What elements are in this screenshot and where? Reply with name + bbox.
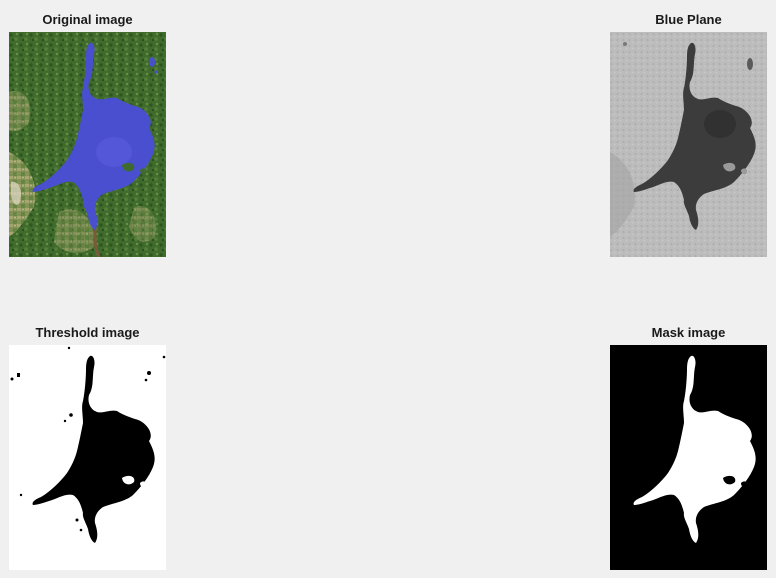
subplot-title: Mask image [651,325,726,340]
blue-plane-image [610,32,767,257]
subplot-title: Threshold image [35,325,140,340]
subplot-original-image: Original image [9,10,166,257]
original-image [9,32,166,257]
subplot-title: Original image [42,12,133,27]
lake-shape [32,42,155,230]
subplot-blue-plane: Blue Plane [610,10,767,257]
threshold-image [9,345,166,570]
subplot-threshold-image: Threshold image [9,323,166,571]
mask-image [610,345,767,570]
subplot-title: Blue Plane [655,12,722,27]
subplot-mask-image: Mask image [610,323,767,571]
